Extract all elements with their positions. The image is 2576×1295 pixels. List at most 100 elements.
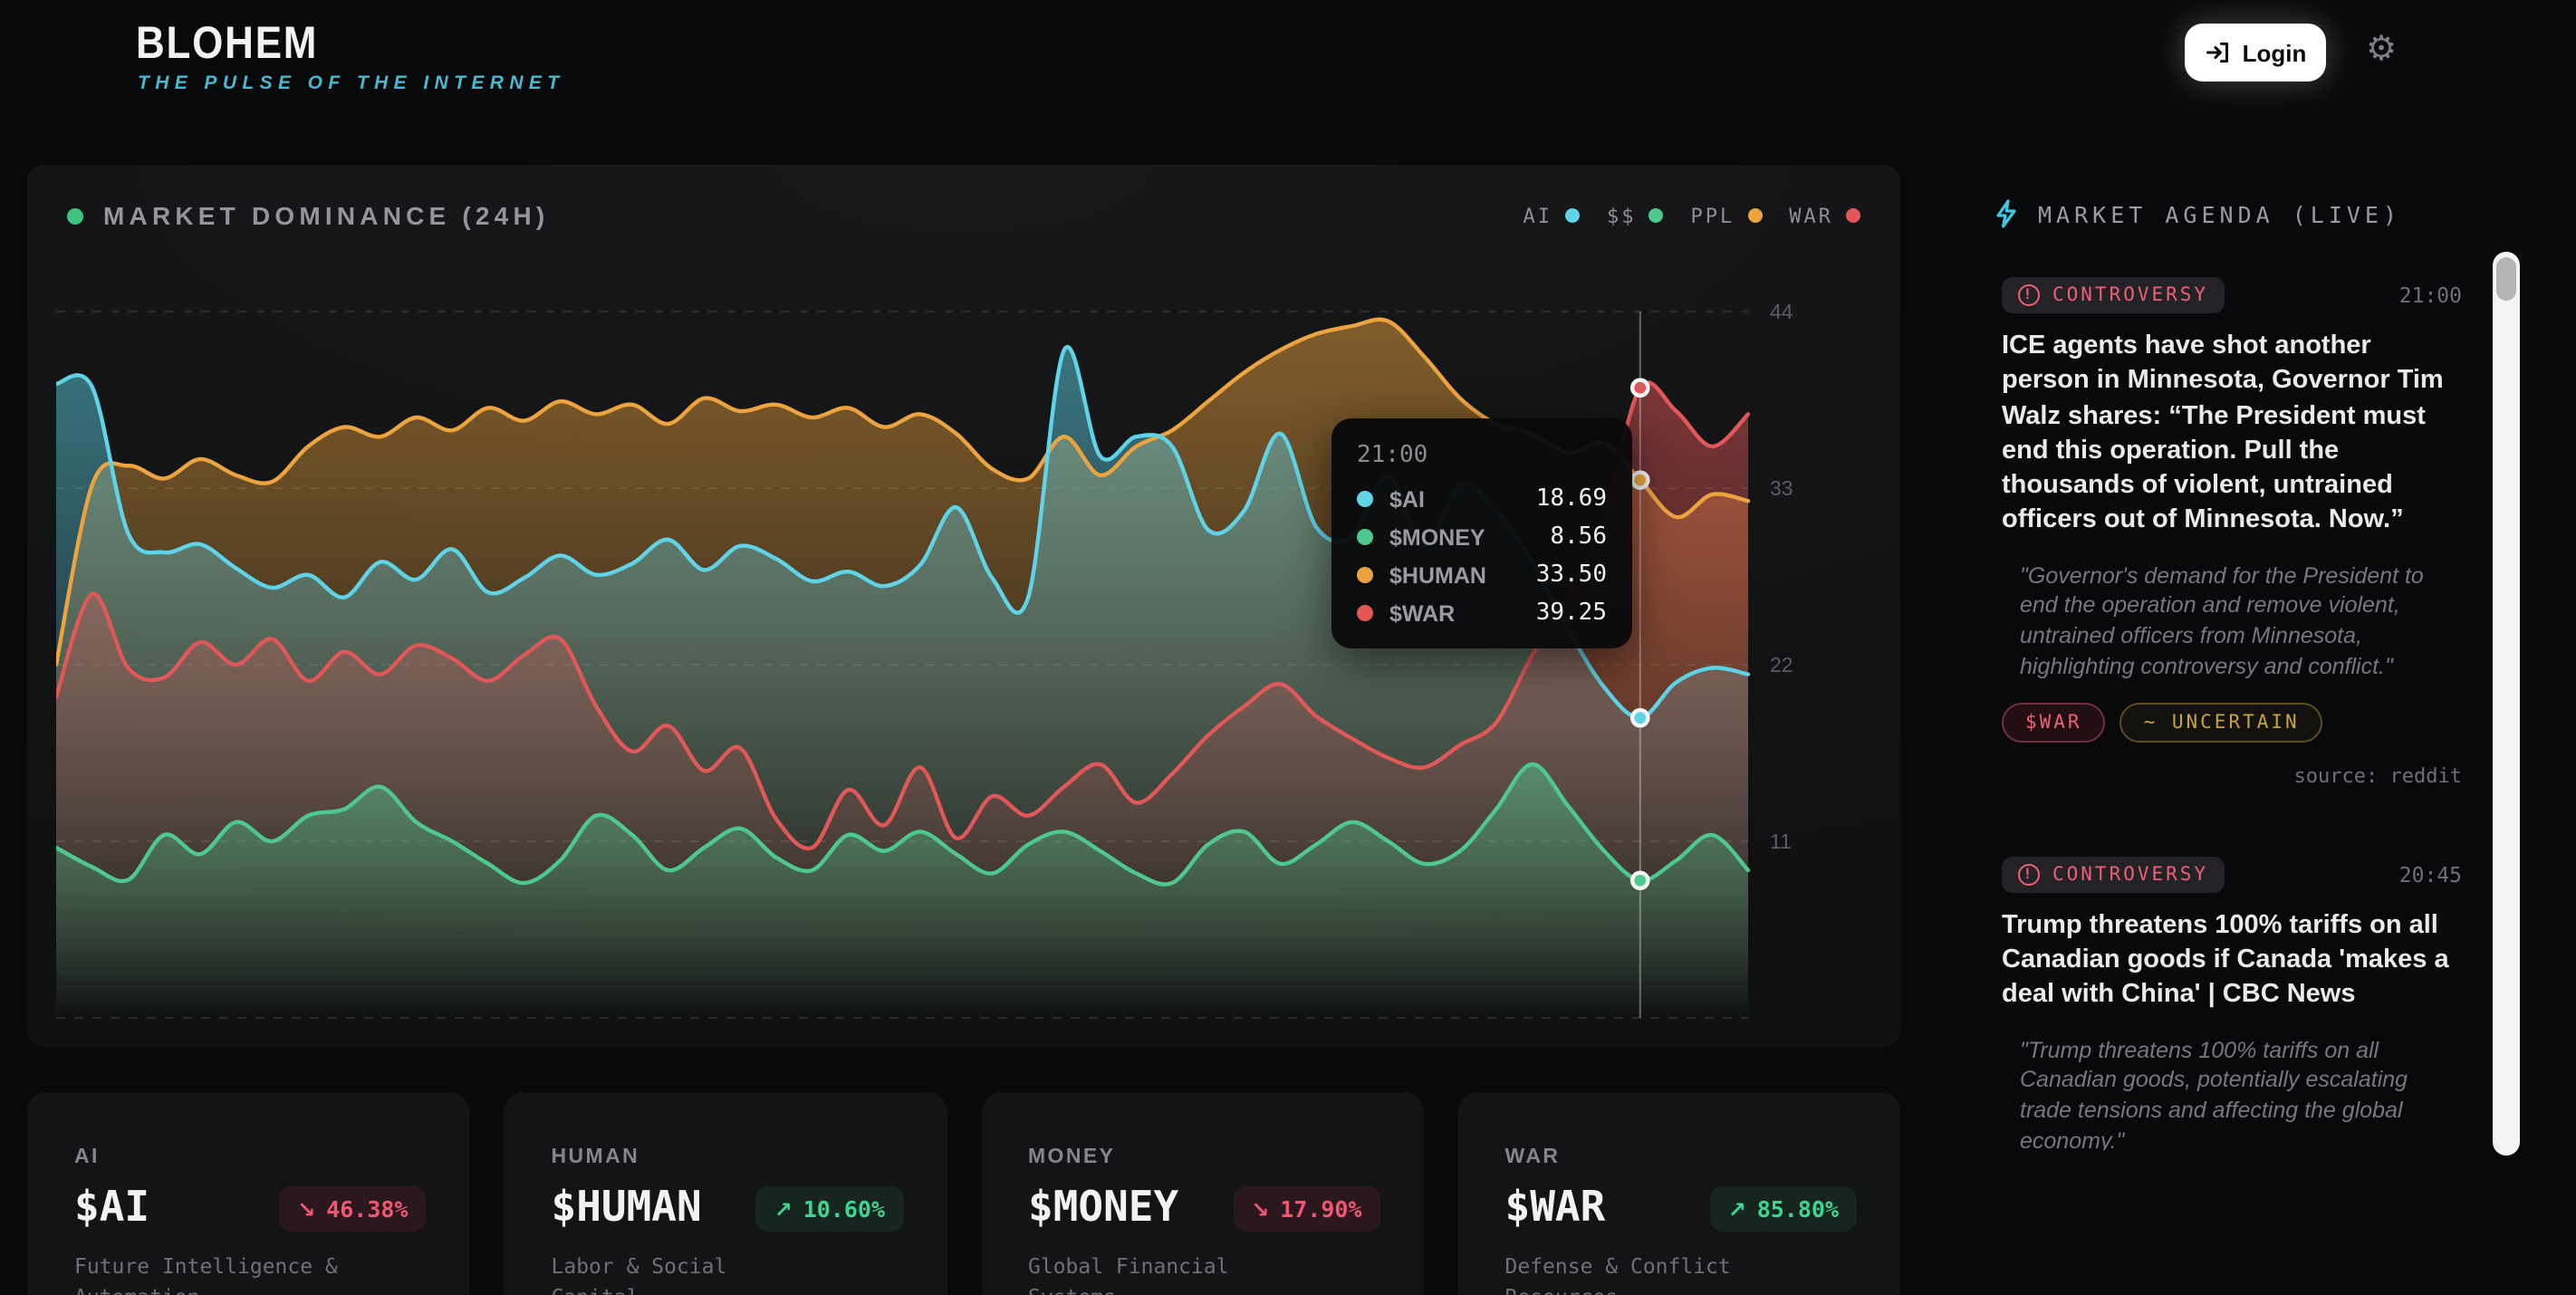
change-badge: ↘ 46.38%	[279, 1186, 427, 1232]
svg-text:33: 33	[1770, 476, 1793, 500]
token-card-war[interactable]: WAR $WAR ↗ 85.80% Defense & Conflict Res…	[1457, 1092, 1900, 1295]
card-symbol: $WAR	[1504, 1185, 1606, 1232]
controversy-badge: ! CONTROVERSY	[2002, 856, 2225, 893]
series-dot-icon	[1357, 491, 1373, 507]
chart-legend: AI $$ PPL WAR	[1523, 204, 1860, 227]
legend-item-ppl[interactable]: PPL	[1691, 204, 1763, 227]
card-description: Defense & Conflict Resources	[1504, 1253, 1731, 1295]
tooltip-row: $HUMAN 33.50	[1357, 561, 1607, 589]
agenda-title: MARKET AGENDA (LIVE)	[2038, 200, 2402, 227]
controversy-badge: ! CONTROVERSY	[2002, 277, 2225, 313]
svg-text:22: 22	[1770, 653, 1793, 676]
change-badge: ↗ 85.80%	[1709, 1186, 1857, 1232]
sentiment-tag[interactable]: ~ UNCERTAIN	[2119, 702, 2323, 743]
settings-gear-icon[interactable]: ⚙	[2366, 29, 2398, 69]
card-description: Global Financial Systems	[1028, 1253, 1229, 1295]
legend-label: WAR	[1789, 204, 1833, 227]
news-quote: "Governor's demand for the President to …	[2020, 562, 2424, 679]
app-logo: BLOHEM	[136, 18, 319, 69]
token-card-human[interactable]: HUMAN $HUMAN ↗ 10.60% Labor & Social Cap…	[504, 1092, 947, 1295]
news-source: source: reddit	[2293, 763, 2462, 788]
tooltip-row: $AI 18.69	[1357, 485, 1607, 513]
card-description: Labor & Social Capital	[551, 1253, 727, 1295]
panel-header: MARKET DOMINANCE (24H) AI $$ PPL WAR	[27, 165, 1900, 230]
dominance-area-chart[interactable]: 44 33 22 11 21:00 $AI 18.69 $MONEY 8.56 $HU…	[56, 304, 1871, 1032]
chart-tooltip: 21:00 $AI 18.69 $MONEY 8.56 $HUMAN 33.50	[1331, 418, 1632, 648]
tooltip-label: $HUMAN	[1389, 562, 1486, 588]
app-tagline: THE PULSE OF THE INTERNET	[138, 72, 565, 94]
tooltip-label: $AI	[1389, 486, 1425, 512]
alert-icon: !	[2018, 863, 2040, 886]
ticker-tag[interactable]: $WAR	[2002, 702, 2106, 743]
legend-dot-icon	[1747, 208, 1763, 223]
series-dot-icon	[1357, 529, 1373, 545]
badge-label: CONTROVERSY	[2052, 284, 2209, 306]
change-badge: ↗ 10.60%	[755, 1186, 903, 1232]
agenda-scrollbar-track[interactable]	[2493, 252, 2520, 1156]
agenda-scrollbar-thumb[interactable]	[2496, 257, 2516, 301]
change-value: 17.90%	[1280, 1195, 1362, 1223]
live-status-dot-icon	[67, 207, 83, 224]
market-agenda-panel: MARKET AGENDA (LIVE) ! CONTROVERSY 21:00…	[1993, 199, 2547, 1150]
legend-label: PPL	[1690, 204, 1735, 227]
agenda-list: ! CONTROVERSY 21:00 ICE agents have shot…	[2002, 277, 2462, 1150]
change-value: 85.80%	[1756, 1195, 1839, 1223]
svg-text:44: 44	[1770, 304, 1793, 323]
news-headline: Trump threatens 100% tariffs on all Cana…	[2002, 910, 2449, 1010]
news-item[interactable]: ! CONTROVERSY 20:45 Trump threatens 100%…	[2002, 856, 2462, 1150]
news-timestamp: 21:00	[2398, 283, 2462, 308]
trend-arrow-icon: ↘	[1251, 1196, 1270, 1222]
alert-icon: !	[2018, 284, 2040, 306]
legend-label: AI	[1523, 204, 1552, 227]
legend-dot-icon	[1846, 208, 1860, 223]
news-timestamp: 20:45	[2398, 861, 2462, 887]
chart-canvas[interactable]: 44 33 22 11	[56, 304, 1871, 1032]
login-button[interactable]: Login	[2185, 24, 2326, 82]
change-value: 10.60%	[803, 1195, 885, 1223]
login-label: Login	[2242, 39, 2307, 66]
series-dot-icon	[1357, 605, 1373, 621]
news-item-header: ! CONTROVERSY 20:45	[2002, 856, 2462, 893]
legend-dot-icon	[1565, 208, 1580, 223]
change-badge: ↘ 17.90%	[1233, 1186, 1380, 1232]
trend-arrow-icon: ↗	[774, 1196, 793, 1222]
news-headline: ICE agents have shot another person in M…	[2002, 331, 2444, 535]
legend-item-war[interactable]: WAR	[1789, 204, 1860, 227]
card-category: AI	[74, 1146, 100, 1168]
token-card-ai[interactable]: AI $AI ↘ 46.38% Future Intelligence & Au…	[27, 1092, 470, 1295]
card-symbol: $HUMAN	[551, 1185, 702, 1232]
svg-text:11: 11	[1770, 830, 1792, 853]
legend-item-ai[interactable]: AI	[1523, 204, 1580, 227]
tooltip-time: 21:00	[1357, 442, 1428, 469]
market-dominance-panel: MARKET DOMINANCE (24H) AI $$ PPL WAR	[27, 165, 1900, 1047]
agenda-header: MARKET AGENDA (LIVE)	[1993, 199, 2547, 228]
news-item-header: ! CONTROVERSY 21:00	[2002, 277, 2462, 313]
legend-item-money[interactable]: $$	[1607, 204, 1664, 227]
tooltip-value: 8.56	[1550, 523, 1607, 551]
card-category: MONEY	[1028, 1146, 1116, 1168]
lightning-bolt-icon	[1996, 199, 2016, 228]
card-symbol: $AI	[74, 1185, 150, 1232]
panel-title: MARKET DOMINANCE (24H)	[103, 201, 550, 230]
trend-arrow-icon: ↘	[297, 1196, 316, 1222]
change-value: 46.38%	[326, 1195, 409, 1223]
token-card-money[interactable]: MONEY $MONEY ↘ 17.90% Global Financial S…	[981, 1092, 1424, 1295]
news-item[interactable]: ! CONTROVERSY 21:00 ICE agents have shot…	[2002, 277, 2462, 787]
series-dot-icon	[1357, 567, 1373, 583]
card-symbol: $MONEY	[1028, 1185, 1179, 1232]
legend-dot-icon	[1648, 208, 1664, 223]
card-category: WAR	[1504, 1146, 1561, 1168]
tooltip-value: 39.25	[1535, 600, 1607, 627]
tooltip-row: $WAR 39.25	[1357, 600, 1607, 627]
login-icon	[2206, 42, 2228, 63]
card-description: Future Intelligence & Automation	[74, 1253, 338, 1295]
news-quote: "Trump threatens 100% tariffs on all Can…	[2020, 1037, 2408, 1150]
card-category: HUMAN	[551, 1146, 640, 1168]
tooltip-label: $WAR	[1389, 600, 1456, 626]
token-cards-row: AI $AI ↘ 46.38% Future Intelligence & Au…	[27, 1092, 1900, 1295]
badge-label: CONTROVERSY	[2052, 863, 2209, 886]
tooltip-value: 18.69	[1535, 485, 1607, 513]
tooltip-value: 33.50	[1535, 561, 1607, 589]
tooltip-row: $MONEY 8.56	[1357, 523, 1607, 551]
